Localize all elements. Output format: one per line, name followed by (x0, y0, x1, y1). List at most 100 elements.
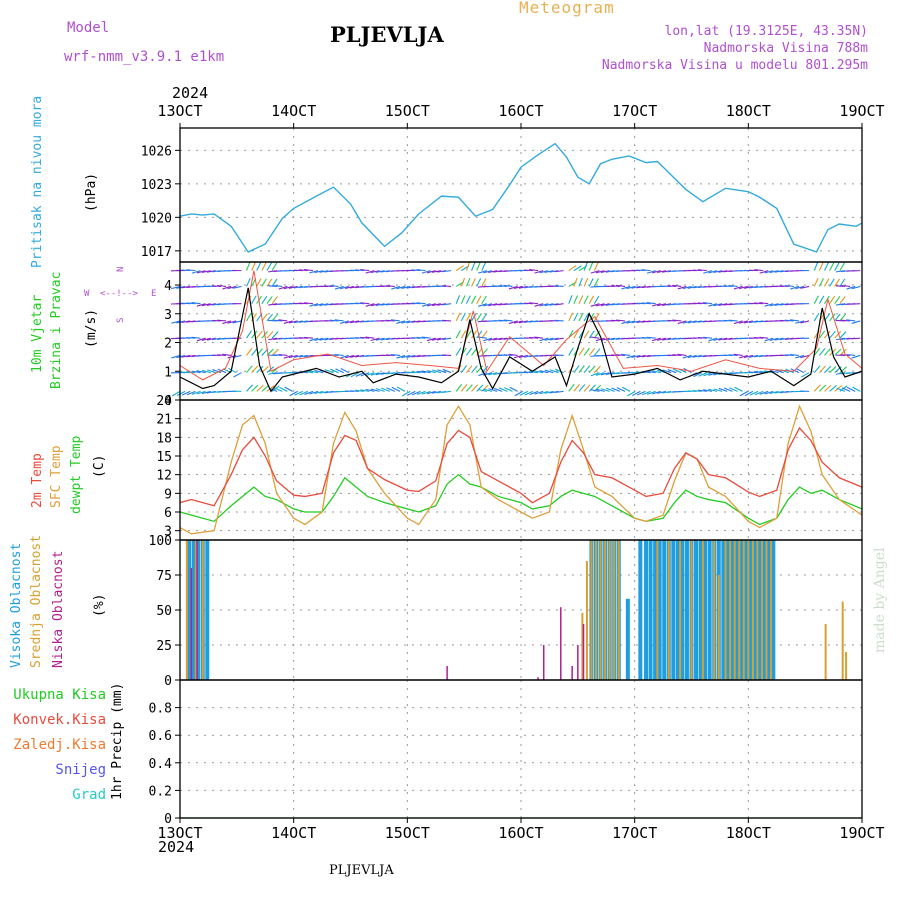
wind-arrow (829, 366, 837, 374)
wind-arrow (578, 277, 583, 287)
wind-arrow (672, 354, 682, 356)
wind-arrow (455, 295, 461, 304)
cloud-bar (730, 540, 735, 680)
wind-arrow (283, 320, 293, 324)
wind-arrow (288, 354, 298, 359)
wind-arrow (647, 390, 656, 395)
wind-arrow (508, 320, 518, 325)
wind-arrow (455, 383, 463, 392)
wind-arrow (813, 347, 821, 356)
wind-arrow (513, 320, 523, 324)
wind-arrow (692, 354, 702, 358)
wind-arrow (641, 269, 651, 272)
wind-arrow (370, 337, 380, 342)
wind-arrow (196, 370, 206, 374)
wind-arrow (813, 365, 821, 374)
wind-arrow (697, 354, 707, 358)
wind-speed-line (179, 287, 863, 393)
x-tick-label-bottom: 17OCT (612, 824, 657, 842)
wind-arrow (774, 390, 784, 394)
wind-arrow (245, 262, 251, 271)
wind-arrow (573, 277, 578, 287)
wind-arrow (437, 303, 447, 306)
wind-arrow (523, 269, 533, 272)
wind-arrow (764, 270, 774, 274)
wind-arrow (411, 354, 421, 358)
wind-arrow (483, 388, 493, 392)
wind-arrow (201, 337, 211, 341)
wind-arrow (191, 370, 201, 374)
wind-arrow (801, 372, 810, 378)
wind-arrow (334, 285, 344, 290)
wind-arrow (813, 384, 821, 392)
wind-arrow (852, 386, 861, 392)
x-tick-label-top: 13OCT (157, 102, 202, 120)
wind-arrow (181, 320, 191, 324)
wind-arrow (593, 262, 599, 271)
wind-arrow (478, 372, 488, 377)
cloud-bar (190, 568, 193, 680)
cloud-bar (694, 540, 699, 680)
wind-arrow (839, 278, 846, 287)
wind-arrow (181, 390, 191, 396)
wind-arrow (201, 303, 211, 307)
wind-arrow (662, 369, 672, 374)
cloud-bar (757, 540, 762, 680)
wind-arrow (411, 320, 421, 323)
wind-arrow (600, 388, 610, 392)
wind-arrow (593, 278, 600, 287)
wind-arrow (256, 278, 262, 287)
wind-arrow (319, 390, 329, 394)
wind-arrow (402, 390, 411, 397)
wind-arrow (186, 269, 196, 272)
wind-arrow (330, 368, 339, 374)
wind-arrow (818, 330, 826, 339)
wind-arrow (759, 302, 769, 305)
wind-arrow (789, 353, 799, 356)
wind-arrow (824, 365, 832, 374)
wind-arrow (222, 285, 232, 290)
wind-arrow (319, 303, 329, 307)
wind-arrow (631, 285, 641, 289)
wind-arrow (834, 278, 840, 287)
wind-arrow (818, 295, 825, 304)
wind-arrow (401, 354, 411, 359)
cloud-bar (724, 540, 727, 680)
wind-ytick-label: 3 (164, 308, 172, 323)
wind-arrow (360, 336, 370, 339)
wind-arrow (836, 387, 846, 392)
wind-arrow (641, 337, 651, 339)
wind-arrow (568, 347, 574, 356)
x-tick-label-bottom: 16OCT (498, 824, 543, 842)
cloud-bar (625, 598, 630, 680)
wind-arrow (191, 270, 201, 274)
wind-arrow (641, 354, 651, 358)
wind-arrow (813, 262, 819, 271)
wind-arrow (217, 354, 227, 356)
wind-arrow (534, 336, 544, 339)
wind-arrow (573, 330, 579, 339)
cloud-bar (185, 540, 188, 680)
wind-arrow (590, 372, 600, 377)
wind-arrow (692, 269, 702, 272)
wind-arrow (651, 303, 661, 307)
wind-arrow (266, 296, 273, 305)
wind-arrow (370, 388, 380, 392)
wind-arrow (471, 330, 478, 339)
wind-arrow (800, 320, 810, 324)
wind-arrow (431, 390, 441, 394)
wind-arrow (206, 270, 216, 273)
wind-arrow (309, 370, 319, 374)
wind-arrow (636, 285, 646, 289)
wind-arrow (555, 368, 564, 374)
wind-arrow (293, 285, 303, 289)
wind-arrow (498, 319, 508, 322)
wind-arrow (652, 390, 661, 395)
cloud-bar (717, 575, 720, 680)
wind-arrow (201, 369, 211, 374)
wind-arrow (261, 313, 268, 322)
wind-arrow (431, 303, 441, 307)
wind-arrow (370, 270, 380, 274)
wind-arrow (544, 270, 554, 274)
